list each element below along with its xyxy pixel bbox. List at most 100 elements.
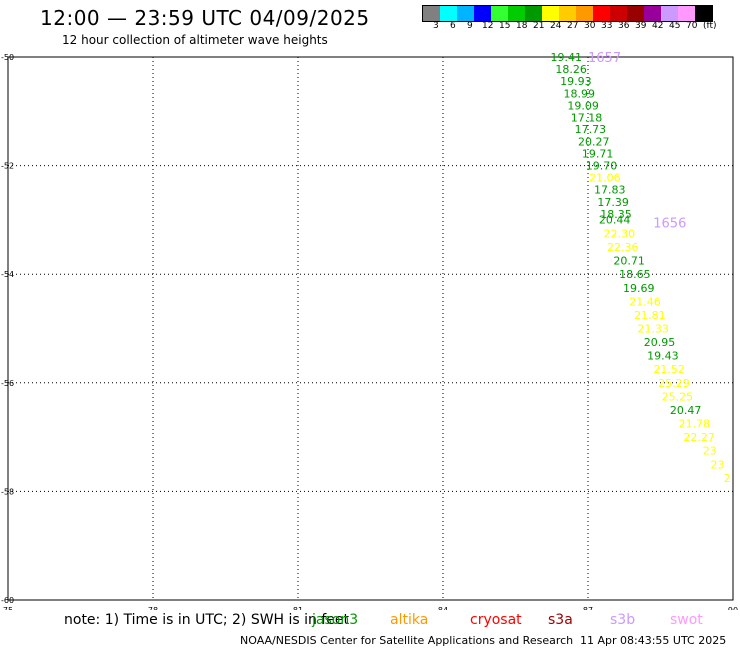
swh-value: 19.69 [623,282,655,295]
y-tick-label: -54 [1,270,14,279]
pass-number-label: 1656 [653,217,686,232]
satellite-legend-s3a: s3a [548,612,573,628]
color-swatch [593,6,610,21]
swh-value: 22.30 [604,227,636,240]
swh-value: 21.52 [653,363,685,376]
swh-value: 19.09 [567,99,599,112]
y-tick-label: -60 [1,596,14,605]
swh-value: 23 [703,445,717,458]
color-scale-label: 24 [550,21,562,31]
swh-value: 17.39 [597,196,629,209]
color-scale-label: 6 [450,21,456,31]
pass-number-label: 1657 [588,51,621,66]
y-tick-label: -52 [1,162,14,171]
swh-value: 19.41 [551,51,583,64]
color-scale-label: (ft) [703,21,717,31]
swh-value: 20.47 [670,404,702,417]
swh-value: 17.73 [575,123,607,136]
color-scale-label: 12 [482,21,494,31]
swh-value: 19.70 [586,160,618,173]
x-tick-label: 90 [728,606,738,610]
x-tick-label: 84 [438,606,448,610]
swh-value: 21.81 [634,309,666,322]
axis-ticks: 75 78 81 84 87 90 -50 -52 -54 -56 -58 -60 [1,53,738,610]
x-tick-label: 78 [148,606,158,610]
x-tick-label: 75 [3,606,13,610]
satellite-legend-swot: swot [670,612,703,628]
swh-value: 25.29 [658,377,690,390]
color-swatch [644,6,661,21]
satellite-legend-jason3: jason3 [312,612,359,628]
swh-value: 17.83 [594,183,626,196]
swh-value: 18.35 [600,208,632,221]
color-swatch [474,6,491,21]
color-swatch [695,6,712,21]
color-swatch [559,6,576,21]
swh-value: 19.43 [647,350,679,363]
color-swatch [678,6,695,21]
satellite-legend-altika: altika [390,612,429,628]
swh-value: 19.93 [560,75,592,88]
swh-values: 19.4118.2619.9318.9919.0917.1817.7320.27… [551,51,731,485]
swh-value: 20.95 [644,336,676,349]
swh-value: 19.71 [582,148,614,161]
color-scale-label: 30 [584,21,596,31]
swh-value: 20.71 [613,255,645,268]
color-scale-label: 70 [686,21,698,31]
swh-value: 21.46 [629,295,661,308]
y-tick-label: -58 [1,487,14,496]
x-tick-label: 81 [293,606,303,610]
satellite-legend-cryosat: cryosat [470,612,522,628]
swh-value: 17.18 [571,111,603,124]
color-swatch [542,6,559,21]
color-swatch [440,6,457,21]
color-scale-label: 9 [467,21,473,31]
color-swatch [423,6,440,21]
satellite-legend-s3b: s3b [610,612,636,628]
swh-value: 22.27 [683,431,715,444]
color-swatch [627,6,644,21]
swh-value: 20.44 [599,213,631,226]
color-swatch [661,6,678,21]
swh-value: 23 [711,458,725,471]
color-swatch [457,6,474,21]
x-tick-label: 87 [583,606,593,610]
swh-value: 18.65 [619,268,651,281]
color-scale-legend [422,5,713,22]
swh-value: 21.06 [589,172,621,185]
color-scale-label: 33 [601,21,613,31]
credit-text: NOAA/NESDIS Center for Satellite Applica… [240,634,574,647]
color-swatch [610,6,627,21]
swh-value: 21.33 [638,323,670,336]
swh-value: 18.99 [564,87,596,100]
color-scale-label: 3 [433,21,439,31]
swh-value: 20.27 [578,136,610,149]
color-scale-label: 27 [567,21,579,31]
grid-lines [8,57,733,600]
swh-value: 25.25 [662,390,694,403]
color-scale-label: 36 [618,21,630,31]
color-scale-label: 39 [635,21,647,31]
y-tick-label: -56 [1,379,14,388]
swh-value: 22.36 [607,241,639,254]
chart-subtitle: 12 hour collection of altimeter wave hei… [62,33,328,47]
color-scale-label: 45 [669,21,681,31]
generated-timestamp: 11 Apr 08:43:55 UTC 2025 [580,634,727,647]
color-swatch [508,6,525,21]
wave-height-map: 75 78 81 84 87 90 -50 -52 -54 -56 -58 -60 19.4118.2… [1,51,738,610]
swh-value: 21.78 [679,418,711,431]
footer-note: note: 1) Time is in UTC; 2) SWH is in fe… [64,612,350,628]
color-swatch [576,6,593,21]
color-swatch [525,6,542,21]
color-scale-label: 21 [533,21,545,31]
color-scale-label: 15 [499,21,511,31]
swh-value: 2 [724,472,731,485]
pass-labels: 1657 1656 [588,51,686,232]
y-tick-label: -50 [1,53,14,62]
color-swatch [491,6,508,21]
swh-value: 18.26 [555,63,587,76]
chart-title: 12:00 — 23:59 UTC 04/09/2025 [40,6,370,30]
color-scale-label: 18 [516,21,528,31]
color-scale-label: 42 [652,21,664,31]
plot-frame [7,56,734,601]
